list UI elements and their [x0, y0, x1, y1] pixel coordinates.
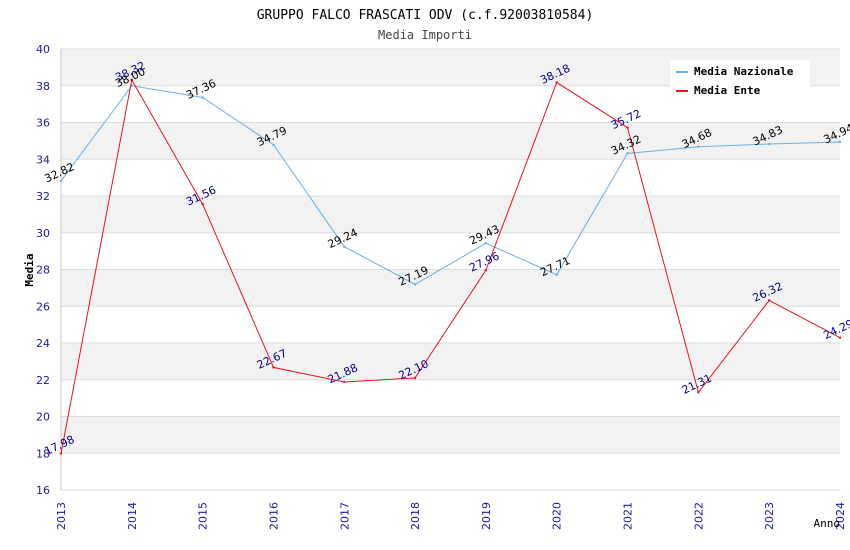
gridlines: [61, 48, 840, 491]
x-tick-label: 2014: [126, 502, 139, 530]
y-tick-label: 36: [36, 117, 50, 130]
background-band: [61, 453, 840, 490]
chart-title: GRUPPO FALCO FRASCATI ODV (c.f.920038105…: [257, 8, 594, 23]
y-tick-label: 28: [36, 264, 50, 277]
data-point: [555, 81, 558, 84]
background-band: [61, 416, 840, 454]
legend-box: [670, 60, 810, 100]
x-tick-label: 2024: [834, 502, 847, 530]
data-point: [201, 202, 204, 206]
x-tick-labels: 2013 2014 2015 2016 2017 2018 2019 2020 2021 2022…: [55, 502, 847, 530]
data-point: [626, 126, 629, 129]
y-tick-labels: 16 18 20 22 24 26 28 30 32 34 36 38 40: [36, 43, 50, 497]
legend-label-media-ente: Media Ente: [694, 84, 761, 97]
data-point: [767, 299, 771, 302]
data-point: [272, 143, 275, 146]
series-line-media-ente: [60, 78, 841, 454]
x-tick-label: 2015: [197, 502, 210, 530]
data-point: [59, 452, 63, 455]
data-point: [130, 78, 134, 82]
data-point: [555, 273, 558, 277]
data-point: [201, 96, 204, 99]
data-point: [767, 142, 771, 146]
data-point: [838, 140, 842, 144]
legend-label-media-nazionale: Media Nazionale: [694, 65, 794, 78]
background-band: [61, 159, 840, 196]
x-tick-label: 2018: [409, 502, 422, 530]
y-tick-label: 16: [36, 484, 50, 497]
y-tick-label: 32: [36, 190, 50, 203]
x-tick-label: 2021: [622, 502, 635, 530]
series-line-media-nazionale: [60, 85, 841, 285]
x-tick-label: 2023: [763, 502, 776, 530]
x-tick-label: 2013: [55, 502, 68, 530]
data-point: [484, 242, 488, 245]
x-tick-label: 2020: [551, 502, 564, 530]
legend: Media Nazionale Media Ente: [670, 60, 810, 100]
x-axis-label: Anno: [814, 517, 841, 530]
y-tick-label: 24: [36, 337, 50, 350]
data-point: [484, 269, 488, 272]
series-lines: [59, 78, 842, 455]
y-tick-label: 20: [36, 411, 50, 424]
data-point: [343, 245, 346, 248]
data-point: [413, 283, 417, 286]
data-point: [413, 376, 417, 380]
data-point: [59, 179, 63, 183]
x-tick-label: 2022: [692, 502, 705, 530]
background-band: [61, 122, 840, 160]
data-point: [343, 380, 346, 384]
y-tick-label: 22: [36, 374, 50, 387]
y-tick-label: 34: [36, 153, 50, 166]
y-axis-label: Media: [23, 253, 36, 286]
data-point: [838, 336, 842, 339]
data-point: [697, 145, 700, 148]
chart-subtitle: Media Importi: [378, 28, 472, 42]
y-tick-label: 30: [36, 227, 50, 240]
background-band: [61, 269, 840, 307]
y-tick-label: 40: [36, 43, 50, 56]
x-tick-label: 2016: [267, 502, 280, 530]
y-tick-label: 38: [36, 80, 50, 93]
data-point: [272, 366, 275, 369]
background-band: [61, 379, 840, 417]
x-tick-label: 2017: [338, 502, 351, 530]
data-point: [626, 152, 629, 155]
background-band: [61, 343, 840, 380]
x-tick-label: 2019: [480, 502, 493, 530]
y-tick-label: 18: [36, 447, 50, 460]
background-band: [61, 196, 840, 233]
y-tick-label: 26: [36, 300, 50, 313]
data-point: [697, 391, 700, 394]
